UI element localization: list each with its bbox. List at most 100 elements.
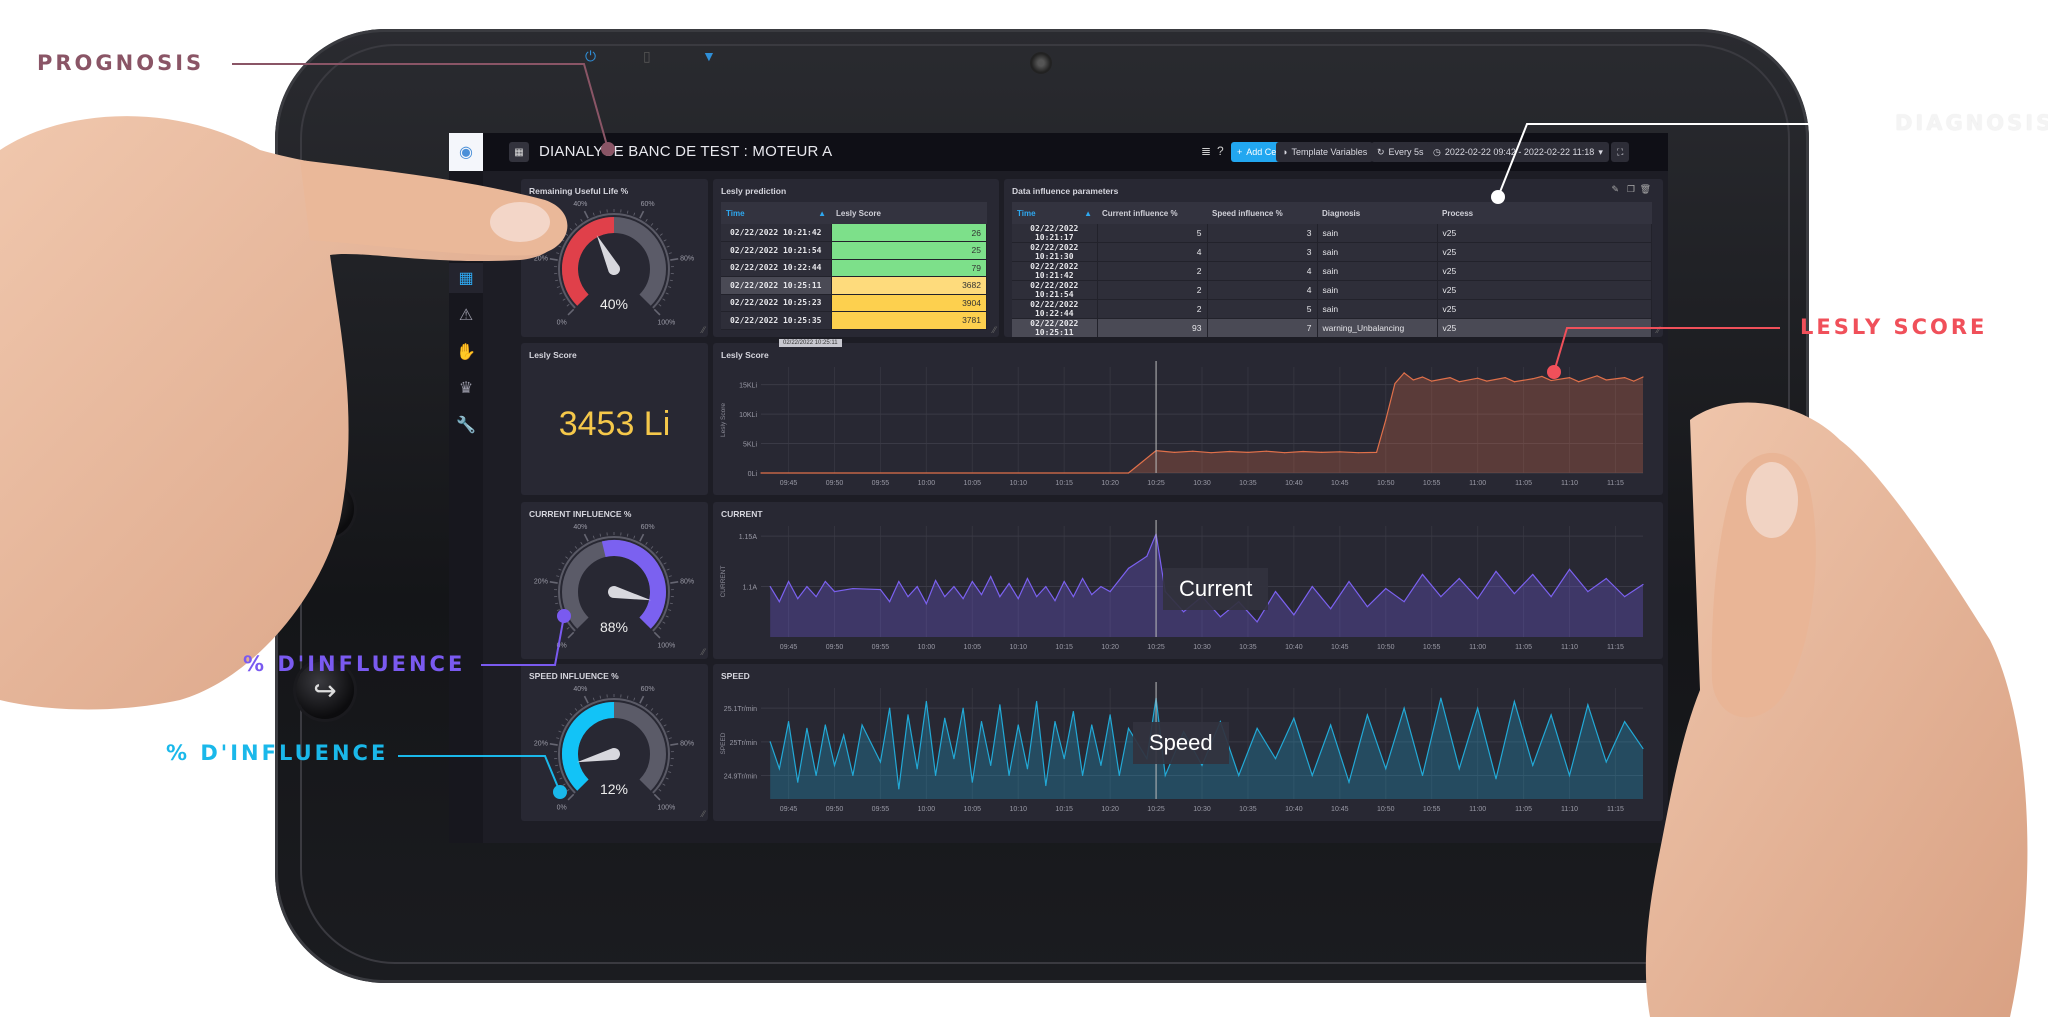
data-point <box>1385 768 1387 770</box>
menu-button[interactable]: ▦ <box>509 142 529 162</box>
table-row[interactable]: 02/22/2022 10:21:42 26 <box>721 224 987 242</box>
lesly-score-chart[interactable]: 09:45 09:50 09:55 10:00 10:05 10:10 10:15 10:20… <box>713 343 1663 495</box>
speed-influence-leader <box>398 755 561 793</box>
gauge-tick <box>665 292 669 295</box>
speed-influence-dot <box>553 785 567 799</box>
sidebar-item-wrench[interactable]: 🔧 <box>449 410 483 440</box>
gauge-outer-ring <box>558 213 670 309</box>
resize-handle[interactable]: ⁄⁄ <box>701 809 705 819</box>
gauge-tick-label: 100% <box>657 319 675 326</box>
data-point <box>1330 724 1332 726</box>
current-influence-callout: % D'INFLUENCE <box>243 652 466 676</box>
data-point <box>1375 451 1378 453</box>
clock-icon: ◷ <box>1433 146 1441 157</box>
gauge-tick-label: 40% <box>573 201 587 208</box>
database-icon[interactable]: ≣ <box>1201 144 1212 158</box>
back-icon: ↪ <box>313 674 337 706</box>
fullscreen-button[interactable]: ⛶ <box>1611 142 1630 162</box>
current-gauge-panel: CURRENT INFLUENCE % 0% 20% 40% 60% 80% 100% 88… <box>521 502 708 659</box>
gauge-tick <box>558 568 562 571</box>
column-header-time[interactable]: Time ▲ <box>721 202 831 224</box>
data-point <box>833 590 836 593</box>
gauge-tick <box>549 258 558 261</box>
table-row[interactable]: 02/22/2022 10:25:11 93 7 warning_Unbalancin… <box>1012 318 1652 337</box>
gauge-tick <box>555 602 559 605</box>
resize-handle[interactable]: ⁄⁄ <box>701 647 705 657</box>
data-point <box>1274 758 1277 760</box>
table-cell: 02/22/2022 10:22:44 <box>1012 299 1098 319</box>
table-row[interactable]: 02/22/2022 10:22:44 2 5 sain v25 <box>1012 299 1652 319</box>
gauge-tick <box>569 550 573 554</box>
table-row[interactable]: 02/22/2022 10:21:54 2 4 sain v25 <box>1012 280 1652 300</box>
gauge-tick <box>668 575 672 577</box>
table-row[interactable]: 02/22/2022 10:21:54 25 <box>721 241 987 260</box>
column-header[interactable]: Current influence % <box>1097 202 1207 224</box>
refresh-icon: ↻ <box>1377 146 1385 157</box>
sidebar-item-warning[interactable]: ⚠ <box>449 300 483 330</box>
x-tick-label: 10:30 <box>1193 480 1211 487</box>
sidebar-item-crown[interactable]: ♛ <box>449 373 483 403</box>
gauge-needle <box>576 748 620 763</box>
table-row[interactable]: 02/22/2022 10:25:35 3781 <box>721 311 987 330</box>
data-point <box>898 788 900 790</box>
data-point <box>1008 582 1010 585</box>
gauge-tick-label: 100% <box>657 804 675 811</box>
column-header[interactable]: Speed influence % <box>1207 202 1317 224</box>
hand-icon: ✋ <box>456 344 476 361</box>
back-button[interactable]: ↪ <box>296 661 354 719</box>
sidebar-item-table[interactable]: ▦ <box>449 263 483 293</box>
data-point <box>769 585 771 588</box>
delete-icon[interactable]: 🗑 <box>1639 184 1651 194</box>
data-point <box>925 700 927 703</box>
time-range-dropdown[interactable]: ◷ 2022-02-22 09:42 - 2022-02-22 11:18 ▾ <box>1427 142 1609 162</box>
data-point <box>1036 700 1038 703</box>
column-header[interactable]: Diagnosis <box>1317 202 1437 224</box>
gauge-tick <box>580 218 583 222</box>
column-header[interactable]: Time ▲ <box>1012 202 1097 224</box>
left-hand <box>0 116 560 710</box>
data-point <box>889 601 891 603</box>
left-thumbnail <box>490 202 550 242</box>
resize-handle[interactable]: ⁄⁄ <box>701 325 705 335</box>
dashboard-screen: ▦ DIANALYSE BANC DE TEST : MOTEUR A ≣ ? … <box>449 133 1668 843</box>
column-header-score[interactable]: Lesly Score <box>831 202 987 224</box>
gauge-tick-label: 40% <box>573 524 587 531</box>
gauge-tick-label: 20% <box>534 255 548 262</box>
data-point <box>1550 714 1552 716</box>
gauge-tick <box>592 212 595 216</box>
data-point <box>824 580 826 583</box>
crown-icon: ♛ <box>458 380 474 397</box>
data-point <box>953 758 955 760</box>
x-tick-label: 11:05 <box>1515 480 1532 487</box>
speed-influence-callout: % D'INFLUENCE <box>166 741 389 765</box>
x-tick-label: 10:30 <box>1193 644 1211 651</box>
data-point <box>1063 580 1065 583</box>
series-line <box>769 697 1644 789</box>
table-cell: 3 <box>1207 242 1318 262</box>
gauge-tick <box>566 626 570 630</box>
help-icon[interactable]: ? <box>1217 144 1224 158</box>
table-row[interactable]: 02/22/2022 10:21:17 5 3 sain v25 <box>1012 224 1652 243</box>
table-row[interactable]: 02/22/2022 10:21:30 4 3 sain v25 <box>1012 242 1652 262</box>
current-chart[interactable]: 09:45 09:50 09:55 10:00 10:05 10:10 10:15 10:20… <box>713 502 1663 659</box>
time-cell: 02/22/2022 10:25:11 <box>721 276 832 295</box>
x-tick-label: 10:25 <box>1147 480 1165 487</box>
x-tick-label: 10:20 <box>1101 806 1119 813</box>
clone-icon[interactable]: ❐ <box>1626 184 1635 194</box>
table-row[interactable]: 02/22/2022 10:25:23 3904 <box>721 294 987 312</box>
column-header[interactable]: Process <box>1437 202 1652 224</box>
data-point <box>1063 758 1065 760</box>
data-point <box>1605 379 1607 381</box>
table-row[interactable]: 02/22/2022 10:25:11 3682 <box>721 276 987 295</box>
template-variables-button[interactable]: ◑ Template Variables <box>1276 142 1374 162</box>
gauge-tick <box>655 227 659 231</box>
gauge-tick <box>639 210 645 219</box>
sidebar-item-hand[interactable]: ✋ <box>449 337 483 367</box>
resize-handle[interactable]: ⁄⁄ <box>1656 325 1660 335</box>
edit-icon[interactable]: ✎ <box>1611 184 1619 194</box>
data-point <box>971 781 973 783</box>
table-row[interactable]: 02/22/2022 10:22:44 79 <box>721 259 987 277</box>
table-row[interactable]: 02/22/2022 10:21:42 2 4 sain v25 <box>1012 261 1652 281</box>
resize-handle[interactable]: ⁄⁄ <box>992 325 996 335</box>
add-cell-button[interactable]: + Add Cell <box>1231 142 1287 162</box>
